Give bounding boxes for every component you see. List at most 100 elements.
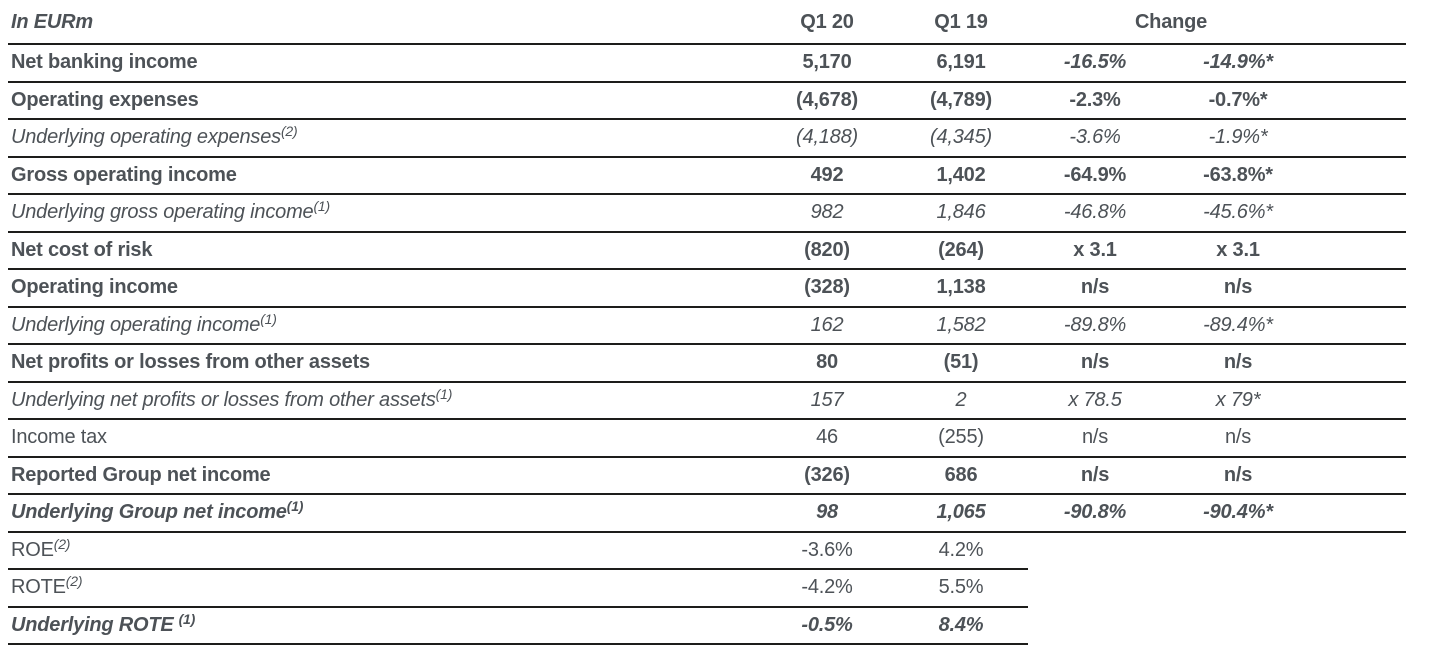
change-value-1: -3.6% — [1028, 119, 1162, 158]
value-q1-19: 4.2% — [894, 531, 1028, 570]
change-value-1: -90.8% — [1028, 494, 1162, 533]
footnote-ref: (1) — [286, 498, 304, 515]
table-row: Net cost of risk (820) (264) x 3.1 x 3.1 — [8, 231, 1407, 270]
change-value-2: x 3.1 — [1162, 231, 1315, 270]
table-row: Operating income (328) 1,138 n/s n/s — [8, 269, 1407, 308]
change-value-1 — [1028, 532, 1162, 570]
row-label-text: Net profits or losses from other assets — [11, 351, 370, 374]
spacer-cell — [1314, 419, 1407, 458]
value-q1-19: (4,345) — [894, 119, 1028, 158]
value-q1-20: (820) — [760, 231, 894, 270]
row-label-text: Operating expenses — [11, 88, 199, 111]
change-value-2: n/s — [1162, 456, 1315, 495]
table-row: Reported Group net income (326) 686 n/s n/s — [8, 456, 1407, 495]
value-q1-19: 686 — [894, 456, 1028, 495]
change-value-1: n/s — [1028, 344, 1162, 383]
spacer-cell — [1314, 381, 1407, 420]
change-value-1: n/s — [1028, 456, 1162, 495]
footnote-ref: (1) — [313, 198, 330, 215]
row-label-text: ROE — [11, 538, 54, 561]
change-value-2 — [1162, 532, 1314, 570]
footnote-ref: (2) — [65, 573, 83, 590]
change-value-2: -0.7%* — [1162, 81, 1315, 120]
value-q1-20: 492 — [760, 156, 894, 195]
value-q1-20: -3.6% — [760, 531, 894, 570]
row-label: Underlying operating expenses(2) — [8, 119, 760, 158]
change-value-1 — [1028, 569, 1162, 607]
value-q1-20: (4,188) — [760, 119, 894, 158]
value-q1-20: (328) — [760, 269, 894, 308]
value-q1-20: 98 — [760, 494, 894, 533]
spacer-cell — [1314, 81, 1407, 120]
row-label-text: Net cost of risk — [11, 238, 153, 261]
value-q1-20: 5,170 — [760, 44, 894, 83]
value-q1-20: 162 — [760, 306, 894, 345]
spacer-cell — [1314, 344, 1407, 383]
table-row: Underlying operating expenses(2) (4,188)(… — [8, 119, 1407, 158]
row-label: Gross operating income — [8, 156, 760, 195]
change-value-2: -90.4%* — [1162, 494, 1315, 533]
row-label-text: Underlying net profits or losses from ot… — [11, 388, 436, 411]
row-label: Net banking income — [8, 44, 760, 83]
change-value-2: -63.8%* — [1162, 156, 1315, 195]
value-q1-19: (255) — [894, 419, 1028, 458]
row-label-text: ROTE — [11, 576, 66, 599]
row-label: Operating expenses — [8, 81, 760, 120]
row-label: Net profits or losses from other assets — [8, 344, 760, 383]
row-label-text: Income tax — [11, 426, 107, 449]
row-label-text: Underlying operating income — [11, 313, 261, 336]
row-label: Operating income — [8, 269, 760, 308]
spacer-cell — [1314, 456, 1407, 495]
value-q1-19: 2 — [894, 381, 1028, 420]
change-value-1 — [1028, 607, 1162, 645]
column-header-q1-20: Q1 20 — [760, 1, 894, 45]
row-label: Underlying Group net income(1) — [8, 494, 760, 533]
table-row: ROE(2) -3.6% 4.2% — [8, 531, 1406, 570]
table-row: ROTE(2) -4.2% 5.5% — [8, 569, 1406, 608]
value-q1-20: 157 — [760, 381, 894, 420]
spacer-cell — [1314, 532, 1406, 570]
row-label: ROE(2) — [8, 531, 760, 570]
value-q1-20: (326) — [760, 456, 894, 495]
change-value-2: n/s — [1162, 344, 1315, 383]
change-value-2 — [1162, 607, 1314, 645]
spacer-cell — [1314, 306, 1407, 345]
column-header-q1-19: Q1 19 — [894, 1, 1028, 45]
change-value-2: -14.9%* — [1162, 44, 1315, 83]
table-header-row: In EURm Q1 20 Q1 19 Change — [8, 1, 1407, 45]
row-label-text: Underlying operating expenses — [11, 126, 281, 149]
row-label-text: Underlying gross operating income — [11, 201, 314, 224]
value-q1-19: 5.5% — [894, 569, 1028, 608]
row-label-text: Operating income — [11, 276, 178, 299]
row-label-text: Underlying ROTE — [11, 613, 174, 636]
change-value-2: x 79* — [1162, 381, 1315, 420]
table-row: Income tax 46 (255) n/s n/s — [8, 419, 1407, 458]
value-q1-19: 1,065 — [894, 494, 1028, 533]
value-q1-19: 1,846 — [894, 194, 1028, 233]
row-label: ROTE(2) — [8, 569, 760, 608]
value-q1-20: (4,678) — [760, 81, 894, 120]
value-q1-20: 80 — [760, 344, 894, 383]
row-label-text: Net banking income — [11, 51, 198, 74]
change-value-2: n/s — [1162, 419, 1315, 458]
table-row: Operating expenses (4,678) (4,789) -2.3% -0.… — [8, 81, 1407, 120]
change-value-1: -16.5% — [1028, 44, 1162, 83]
spacer-cell — [1314, 156, 1407, 195]
table-row: Net banking income 5,170 6,191 -16.5% -14.9%… — [8, 44, 1407, 83]
value-q1-20: -0.5% — [760, 606, 894, 645]
footnote-ref: (1) — [260, 310, 277, 327]
spacer-cell — [1314, 119, 1407, 158]
unit-label: In EURm — [8, 1, 760, 45]
row-label: Underlying ROTE (1) — [8, 606, 760, 645]
table-row: Underlying Group net income(1) 98 1,065 -90… — [8, 494, 1407, 533]
change-value-1: -2.3% — [1028, 81, 1162, 120]
footnote-ref: (2) — [53, 535, 71, 552]
spacer-cell — [1314, 494, 1407, 533]
value-q1-20: -4.2% — [760, 569, 894, 608]
column-header-change: Change — [1028, 1, 1315, 45]
table-row: Underlying net profits or losses from ot… — [8, 381, 1407, 420]
value-q1-19: 6,191 — [894, 44, 1028, 83]
value-q1-19: 1,402 — [894, 156, 1028, 195]
row-label-text: Gross operating income — [11, 163, 237, 186]
table-row: Underlying operating income(1) 162 1,582 -8… — [8, 306, 1407, 345]
